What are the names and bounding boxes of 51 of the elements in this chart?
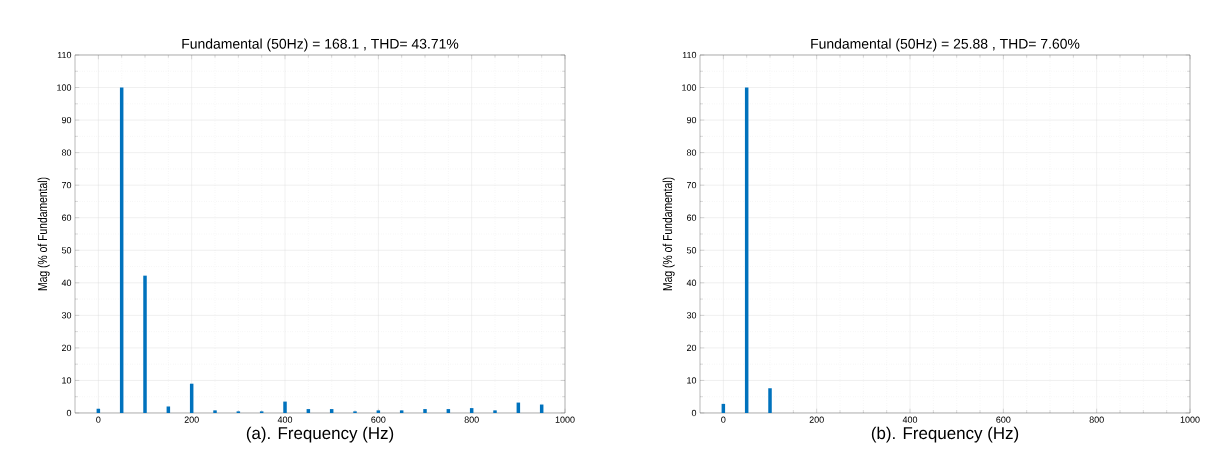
y-tick-label: 70 — [686, 181, 697, 189]
x-tick-label: 800 — [464, 416, 479, 423]
y-tick-label: 20 — [61, 344, 72, 352]
y-tick-label: 110 — [682, 51, 697, 59]
x-tick-label: 0 — [721, 416, 726, 423]
y-tick-label: 40 — [686, 279, 697, 286]
y-axis-title: Mag (% of Fundamental) — [662, 177, 675, 291]
y-tick-label: 110 — [57, 51, 72, 59]
x-tick-label: 600 — [371, 416, 386, 423]
chart-title: Fundamental (50Hz) = 25.88 , THD= 7.60% — [811, 38, 1080, 52]
y-tick-label: 10 — [62, 377, 72, 384]
bar — [143, 275, 147, 413]
bar — [423, 409, 427, 413]
y-tick-label: 0 — [66, 409, 72, 417]
bar — [283, 401, 287, 413]
y-axis-title: Mag (% of Fundamental) — [37, 177, 50, 291]
x-tick-label: 200 — [184, 416, 199, 423]
x-tick-label: 1000 — [555, 416, 575, 423]
y-tick-label: 50 — [61, 247, 72, 254]
y-tick-label: 90 — [686, 116, 697, 124]
bar — [493, 410, 497, 413]
y-tick-label: 30 — [61, 312, 72, 319]
chart-title: Fundamental (50Hz) = 168.1 , THD= 43.71% — [182, 38, 459, 52]
y-tick-label: 40 — [61, 279, 72, 286]
bar — [213, 410, 217, 413]
y-tick-label: 80 — [686, 149, 697, 156]
x-tick-label: 0 — [96, 416, 101, 423]
bar — [768, 388, 772, 413]
x-tick-label: 800 — [1089, 416, 1104, 423]
bar — [376, 410, 381, 413]
y-tick-label: 100 — [57, 84, 72, 91]
y-tick-label: 20 — [686, 344, 697, 352]
y-tick-label: 90 — [61, 116, 72, 124]
x-tick-label: 600 — [996, 416, 1011, 423]
y-tick-label: 50 — [686, 247, 697, 254]
x-tick-label: 400 — [902, 416, 918, 423]
y-tick-label: 30 — [686, 312, 697, 319]
x-axis-title: (a). Frequency (Hz) — [246, 426, 394, 443]
x-axis-title: (b). Frequency (Hz) — [871, 426, 1019, 443]
y-tick-label: 70 — [61, 181, 72, 189]
x-tick-label: 1000 — [1180, 416, 1200, 423]
y-tick-label: 60 — [61, 214, 72, 221]
bar — [166, 406, 171, 413]
y-tick-label: 10 — [687, 377, 697, 384]
y-tick-label: 100 — [682, 84, 697, 91]
y-tick-label: 80 — [61, 149, 72, 156]
x-tick-label: 400 — [277, 416, 293, 423]
bar — [399, 410, 404, 413]
y-tick-label: 60 — [686, 214, 697, 221]
x-tick-label: 200 — [809, 416, 824, 423]
y-tick-label: 0 — [691, 409, 697, 417]
